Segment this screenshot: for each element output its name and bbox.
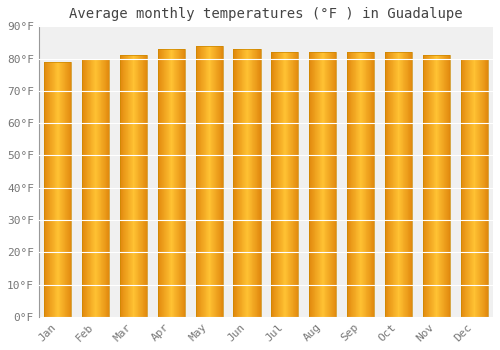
Bar xyxy=(422,55,450,317)
Bar xyxy=(196,46,223,317)
Bar xyxy=(82,58,109,317)
Title: Average monthly temperatures (°F ) in Guadalupe: Average monthly temperatures (°F ) in Gu… xyxy=(69,7,462,21)
Bar xyxy=(347,52,374,317)
Bar xyxy=(271,52,298,317)
Bar xyxy=(158,49,185,317)
Bar xyxy=(44,62,72,317)
Bar xyxy=(309,52,336,317)
Bar xyxy=(385,52,412,317)
Bar xyxy=(234,49,260,317)
Bar xyxy=(120,55,147,317)
Bar xyxy=(460,58,488,317)
